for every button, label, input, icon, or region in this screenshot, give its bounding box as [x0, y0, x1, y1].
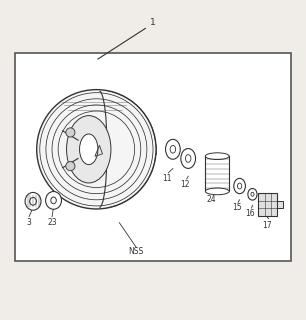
Text: 11: 11 [162, 174, 172, 183]
Ellipse shape [251, 192, 254, 196]
Text: NSS: NSS [129, 247, 144, 256]
Ellipse shape [205, 188, 229, 195]
Bar [277, 201, 283, 208]
Circle shape [37, 90, 156, 209]
Text: 16: 16 [245, 209, 255, 218]
Ellipse shape [25, 192, 41, 210]
Ellipse shape [185, 155, 191, 162]
Ellipse shape [80, 134, 98, 164]
Text: 3: 3 [27, 218, 32, 227]
Ellipse shape [166, 139, 180, 159]
Text: 24: 24 [206, 195, 216, 204]
Circle shape [66, 162, 75, 171]
Text: 17: 17 [262, 220, 271, 229]
Bar [15, 53, 291, 261]
Bar [205, 156, 229, 191]
Text: 15: 15 [232, 204, 241, 212]
Ellipse shape [170, 146, 176, 153]
Ellipse shape [237, 183, 242, 189]
Ellipse shape [46, 191, 62, 209]
Ellipse shape [181, 148, 196, 168]
Ellipse shape [248, 188, 257, 200]
Text: 1: 1 [150, 18, 156, 27]
Ellipse shape [234, 178, 245, 194]
Bar [258, 193, 277, 216]
Ellipse shape [205, 153, 229, 160]
Ellipse shape [30, 197, 36, 205]
Ellipse shape [66, 116, 111, 183]
Circle shape [66, 128, 75, 137]
Text: 23: 23 [47, 218, 57, 227]
Text: 12: 12 [180, 180, 190, 189]
Ellipse shape [51, 197, 56, 204]
